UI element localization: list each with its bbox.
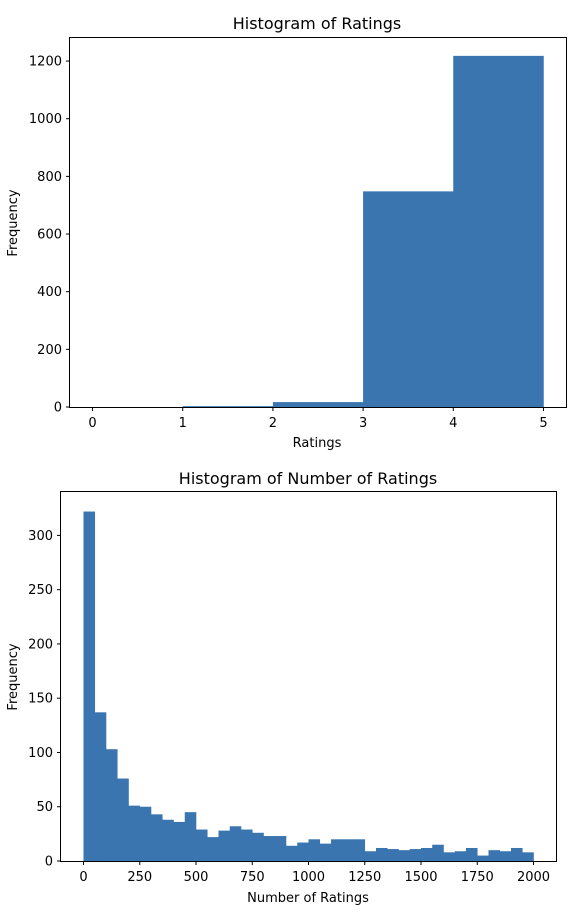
x-tick-label: 0: [88, 416, 96, 431]
y-tick-label: 200: [37, 343, 62, 358]
histogram-bar: [272, 402, 364, 407]
histogram-bar: [252, 832, 264, 861]
histogram-bar: [319, 843, 332, 861]
y-tick-label: 600: [37, 228, 62, 243]
histogram-bar: [353, 839, 366, 861]
x-tick-label: 1500: [404, 870, 437, 885]
y-tick-label: 1000: [29, 112, 62, 127]
histogram-bar: [207, 837, 219, 861]
x-tick-label: 250: [127, 870, 152, 885]
plot-frame: [69, 37, 567, 408]
histogram-bar: [263, 836, 276, 861]
histogram-bar: [511, 847, 523, 861]
number-of-ratings-histogram: Histogram of Number of Ratings 0 250 500 75…: [6, 469, 557, 906]
x-tick-label: 3: [359, 416, 367, 431]
histogram-bar: [151, 814, 163, 861]
histogram-bar: [297, 842, 309, 861]
histogram-bar: [364, 851, 377, 861]
y-tick-label: 0: [45, 855, 53, 870]
x-tick-label: 2: [269, 416, 277, 431]
histogram-bar: [241, 829, 253, 861]
x-tick-label: 5: [539, 416, 547, 431]
histogram-bar: [454, 851, 467, 861]
histogram-bar: [363, 191, 454, 407]
y-tick-label: 400: [37, 285, 62, 300]
x-axis-label: Ratings: [293, 436, 342, 451]
histogram-bar: [376, 847, 388, 861]
histogram-bar: [398, 850, 411, 861]
y-tick-label: 50: [36, 800, 53, 815]
histogram-bar: [182, 406, 274, 407]
plot-frame: [60, 491, 557, 862]
histogram-bar: [106, 749, 118, 861]
y-tick-label: 0: [54, 401, 62, 416]
histogram-bar: [308, 839, 321, 861]
y-tick-label: 200: [28, 637, 53, 652]
histogram-bar: [409, 849, 422, 861]
histogram-bar: [331, 839, 343, 861]
bars: [182, 55, 544, 407]
histogram-bar: [83, 511, 96, 861]
y-axis-ticks: 0 50 100 150 200 250 300: [28, 529, 61, 870]
x-tick-label: 1: [179, 416, 187, 431]
histogram-bar: [274, 836, 287, 861]
x-tick-label: 500: [184, 870, 209, 885]
ratings-histogram: Histogram of Ratings 0 1 2 3 4 5 0 200 400 600 80…: [6, 14, 567, 451]
histogram-bar: [139, 806, 152, 861]
y-tick-label: 300: [28, 529, 53, 544]
x-tick-label: 4: [449, 416, 457, 431]
x-tick-label: 1000: [292, 870, 325, 885]
histogram-bar: [342, 839, 354, 861]
histogram-bar: [117, 778, 129, 861]
histogram-bar: [522, 852, 534, 861]
x-tick-label: 1750: [461, 870, 494, 885]
x-tick-label: 0: [79, 870, 87, 885]
x-tick-label: 1250: [348, 870, 381, 885]
histogram-bar: [477, 855, 489, 861]
y-tick-label: 250: [28, 583, 53, 598]
histogram-bar: [173, 821, 186, 861]
histogram-bar: [218, 830, 231, 861]
histogram-bar: [286, 845, 298, 861]
y-tick-label: 100: [28, 746, 53, 761]
y-axis-label: Frequency: [6, 643, 21, 710]
histogram-bar: [488, 850, 501, 861]
histogram-bar: [421, 847, 433, 861]
x-axis-label: Number of Ratings: [247, 891, 369, 906]
histogram-bar: [432, 844, 444, 861]
y-tick-label: 800: [37, 170, 62, 185]
x-tick-label: 750: [240, 870, 265, 885]
y-tick-label: 1200: [29, 55, 62, 70]
histogram-bar: [466, 847, 478, 861]
y-tick-label: 150: [28, 692, 53, 707]
y-axis-ticks: 0 200 400 600 800 1000 1200: [29, 55, 70, 416]
histogram-bar: [229, 826, 242, 861]
chart-title: Histogram of Number of Ratings: [179, 469, 437, 488]
histogram-bar: [196, 829, 208, 861]
y-axis-label: Frequency: [6, 189, 21, 256]
histogram-bar: [162, 819, 174, 861]
histogram-bar: [128, 805, 141, 861]
x-axis-ticks: 0 1 2 3 4 5: [88, 407, 548, 431]
x-axis-ticks: 0 250 500 750 1000 1250 1500 1750 2000: [79, 861, 550, 885]
histogram-bar: [184, 812, 197, 861]
histogram-bar: [453, 55, 544, 407]
chart-title: Histogram of Ratings: [233, 14, 402, 33]
histogram-bar: [387, 849, 399, 861]
histogram-bar: [499, 851, 512, 861]
histogram-bar: [94, 712, 107, 861]
bars: [83, 511, 534, 861]
x-tick-label: 2000: [517, 870, 550, 885]
histogram-bar: [443, 852, 456, 861]
